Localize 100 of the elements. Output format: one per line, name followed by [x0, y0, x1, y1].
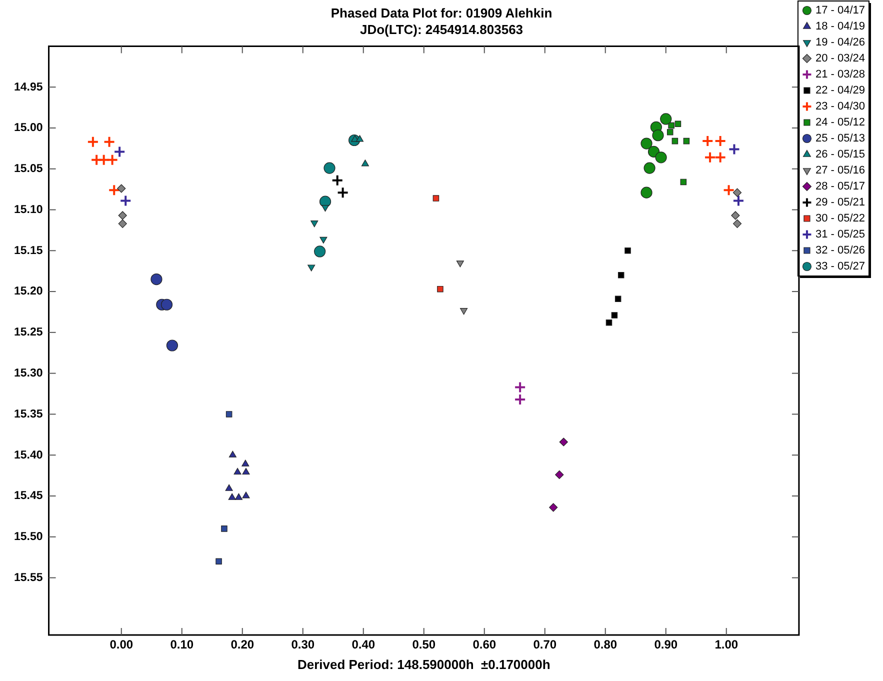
legend-label: 29 - 05/21 — [815, 196, 866, 209]
legend-label: 25 - 05/13 — [815, 132, 866, 145]
y-tick-label: 15.35 — [14, 408, 44, 420]
point — [356, 135, 364, 142]
y-tick-label: 15.25 — [14, 326, 44, 339]
y-tick-label: 15.40 — [14, 449, 43, 462]
point — [514, 381, 526, 394]
legend-label: 26 - 05/15 — [815, 148, 866, 161]
point — [640, 138, 652, 150]
x-tick-label: 0.80 — [594, 638, 618, 652]
point — [86, 136, 99, 148]
point — [672, 138, 678, 144]
point — [683, 138, 690, 144]
point — [228, 493, 236, 500]
x-tick-label: 0.60 — [472, 638, 496, 652]
point — [668, 122, 674, 129]
point — [456, 260, 464, 268]
point — [611, 312, 618, 318]
point — [226, 411, 232, 418]
y-tick-label: 15.05 — [14, 163, 44, 176]
y-tick-label: 15.20 — [14, 286, 43, 298]
point — [640, 186, 652, 198]
point — [606, 319, 612, 326]
x-tick-label: 1.00 — [714, 638, 738, 652]
point — [114, 146, 126, 158]
chart-subtitle: JDo(LTC): 2454914.803563 — [360, 22, 524, 37]
x-tick-label: 0.40 — [352, 638, 376, 652]
point — [732, 194, 744, 207]
point — [437, 286, 444, 292]
point — [652, 130, 664, 142]
point — [242, 460, 250, 466]
point — [120, 194, 132, 207]
point — [310, 220, 318, 228]
point — [98, 154, 110, 166]
point — [225, 484, 233, 491]
point — [555, 470, 564, 480]
point — [216, 558, 222, 565]
point — [674, 120, 682, 128]
point — [118, 211, 127, 220]
point — [308, 264, 316, 272]
y-tick-label: 15.10 — [14, 204, 43, 216]
point — [714, 151, 726, 164]
legend-label: 30 - 05/22 — [815, 212, 866, 225]
point — [514, 393, 526, 406]
point — [160, 298, 173, 310]
point — [680, 178, 687, 186]
legend-label: 19 - 04/26 — [815, 36, 866, 49]
point — [118, 219, 127, 228]
point — [644, 162, 656, 174]
point — [166, 340, 178, 352]
legend-label: 23 - 04/30 — [815, 100, 866, 113]
x-tick-label: 0.30 — [291, 638, 315, 652]
point — [242, 468, 250, 475]
legend-label: 27 - 05/16 — [815, 164, 866, 177]
point — [731, 211, 740, 220]
point — [361, 160, 369, 166]
x-tick-label: 0.50 — [412, 638, 436, 652]
x-tick-label: 0.10 — [170, 638, 194, 652]
x-tick-label: 0.20 — [230, 638, 254, 652]
legend-label: 17 - 04/17 — [815, 4, 866, 17]
legend-label: 22 - 04/29 — [815, 84, 866, 97]
y-tick-label: 15.55 — [14, 572, 44, 584]
point — [320, 236, 328, 244]
legend-label: 18 - 04/19 — [815, 20, 866, 33]
point — [314, 246, 326, 258]
y-tick-label: 15.50 — [14, 531, 43, 544]
legend-label: 28 - 05/17 — [815, 180, 866, 193]
point — [117, 184, 126, 193]
point — [549, 503, 558, 512]
point — [324, 162, 336, 174]
point — [704, 151, 716, 164]
y-tick-label: 14.95 — [14, 81, 44, 94]
legend-label: 20 - 03/24 — [815, 52, 866, 65]
point — [559, 438, 568, 446]
legend-label: 21 - 03/28 — [815, 68, 866, 81]
x-tick-label: 0.90 — [654, 638, 678, 652]
point — [660, 113, 672, 125]
point — [702, 135, 714, 148]
point — [221, 526, 228, 532]
point — [336, 186, 349, 199]
point — [234, 468, 242, 475]
point — [666, 128, 674, 136]
y-tick-label: 15.45 — [14, 490, 44, 502]
point — [624, 248, 631, 254]
point — [321, 205, 330, 212]
point — [714, 135, 726, 148]
point — [242, 492, 250, 498]
x-tick-label: 0.70 — [533, 638, 557, 652]
x-axis-title: Derived Period: 148.590000h ±0.170000h — [297, 656, 550, 672]
point — [106, 154, 118, 166]
chart-title: Phased Data Plot for: 01909 Alehkin — [330, 5, 552, 20]
point — [722, 184, 735, 196]
y-tick-label: 15.30 — [14, 367, 43, 380]
point — [460, 308, 468, 315]
point — [614, 296, 622, 302]
point — [432, 195, 440, 202]
point — [648, 146, 660, 158]
point — [728, 143, 740, 156]
legend-label: 31 - 05/25 — [815, 228, 866, 241]
point — [150, 273, 162, 286]
